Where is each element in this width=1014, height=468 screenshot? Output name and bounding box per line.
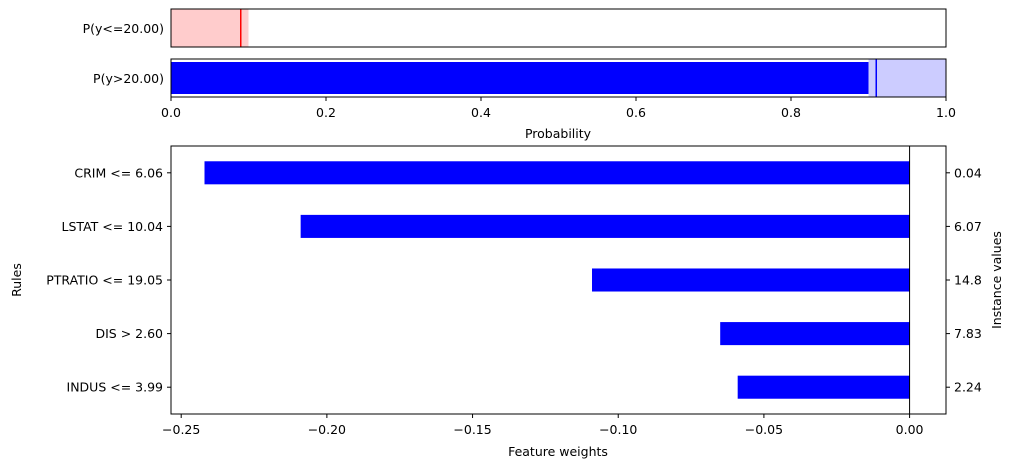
feature-weight-bar (720, 322, 910, 346)
instance-value-label: 0.04 (954, 165, 982, 180)
rules-axis-label: Rules (9, 263, 24, 297)
probability-panel-row-1: P(y<=20.00) (83, 8, 947, 48)
instance-value-label: 6.07 (954, 219, 982, 234)
feature-weight-tick-label: −0.10 (599, 422, 637, 437)
feature-weight-tick-label: −0.05 (745, 422, 783, 437)
feature-weight-tick-label: −0.15 (453, 422, 491, 437)
probability-panel-row-2: P(y>20.00) (93, 58, 947, 98)
probability-row-1-frame (170, 8, 947, 48)
rule-label: PTRATIO <= 19.05 (46, 273, 163, 288)
probability-category-label: P(y>20.00) (93, 71, 164, 86)
probability-band-low (171, 9, 249, 47)
probability-row-2-frame (170, 58, 947, 98)
instance-value-label: 2.24 (954, 380, 982, 395)
feature-weight-tick-label: 0.00 (896, 422, 924, 437)
feature-weight-tick-label: −0.25 (162, 422, 200, 437)
instance-value-label: 14.8 (954, 273, 982, 288)
probability-x-axis: 0.0 0.2 0.4 0.6 0.8 1.0 (161, 97, 956, 120)
rule-labels: CRIM <= 6.06 0.04 LSTAT <= 10.04 6.07 PTRATI… (46, 165, 982, 394)
probability-tick-label: 1.0 (936, 105, 956, 120)
feature-weights-axis-label: Feature weights (508, 444, 608, 459)
rule-label: INDUS <= 3.99 (67, 380, 164, 395)
feature-weight-bar (204, 161, 910, 185)
probability-tick-label: 0.6 (626, 105, 646, 120)
feature-weight-bar (737, 375, 910, 399)
probability-tick-label: 0.4 (471, 105, 491, 120)
probability-bar-high (171, 62, 869, 94)
feature-weights-x-axis: −0.25 −0.20 −0.15 −0.10 −0.05 0.00 (162, 414, 924, 437)
feature-weight-bar (300, 214, 910, 238)
feature-weight-bar (592, 268, 910, 292)
feature-weights-bars (204, 161, 910, 399)
rule-label: DIS > 2.60 (96, 326, 164, 341)
instance-value-label: 7.83 (954, 326, 982, 341)
rule-label: LSTAT <= 10.04 (62, 219, 164, 234)
instance-values-axis-label: Instance values (989, 231, 1004, 329)
feature-weight-tick-label: −0.20 (308, 422, 346, 437)
probability-tick-label: 0.2 (316, 105, 336, 120)
probability-tick-label: 0.8 (781, 105, 801, 120)
probability-band-high (868, 59, 946, 97)
probability-axis-label: Probability (525, 126, 592, 141)
probability-tick-label: 0.0 (161, 105, 181, 120)
rule-label: CRIM <= 6.06 (74, 165, 163, 180)
probability-category-label: P(y<=20.00) (83, 21, 164, 36)
